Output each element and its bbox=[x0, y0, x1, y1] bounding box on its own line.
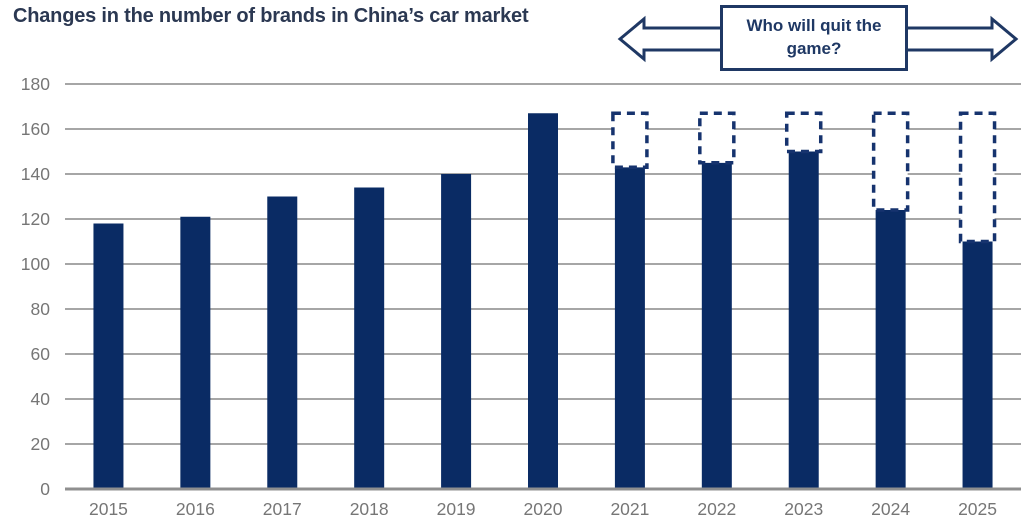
bar-2022 bbox=[701, 162, 732, 489]
bar-2025 bbox=[962, 241, 993, 489]
y-tick-label: 120 bbox=[21, 209, 50, 229]
y-tick-label: 40 bbox=[31, 389, 51, 409]
y-tick-label: 100 bbox=[21, 254, 50, 274]
bar-2023 bbox=[788, 151, 819, 489]
bar-2021 bbox=[614, 167, 645, 489]
y-tick-label: 80 bbox=[31, 299, 51, 319]
phantom-bar-outline-2025 bbox=[958, 111, 997, 244]
bar-2020 bbox=[528, 113, 558, 489]
x-tick-label: 2015 bbox=[89, 499, 128, 519]
chart-title: Changes in the number of brands in China… bbox=[13, 5, 529, 27]
phantom-bar-outline-2021 bbox=[611, 111, 649, 169]
bar-2019 bbox=[441, 174, 472, 489]
y-tick-label: 160 bbox=[21, 119, 50, 139]
x-tick-label: 2020 bbox=[524, 499, 563, 519]
bar-2016 bbox=[180, 216, 211, 489]
x-tick-label: 2021 bbox=[610, 499, 649, 519]
bar-2015 bbox=[93, 223, 124, 489]
y-tick-label: 140 bbox=[21, 164, 50, 184]
callout-box: Who will quit the game? bbox=[720, 5, 908, 71]
callout-text-line1: Who will quit the bbox=[746, 16, 882, 36]
x-tick-label: 2025 bbox=[958, 499, 997, 519]
quit-game-annotation: Who will quit the game? bbox=[612, 0, 1024, 80]
phantom-bar-outline-2023 bbox=[784, 111, 823, 154]
y-tick-label: 0 bbox=[40, 479, 50, 499]
y-tick-label: 180 bbox=[21, 74, 50, 94]
x-tick-label: 2022 bbox=[697, 499, 736, 519]
callout-text-line2: game? bbox=[786, 39, 842, 58]
phantom-bar-outline-2024 bbox=[871, 111, 910, 212]
bar-2024 bbox=[875, 210, 906, 489]
x-tick-label: 2018 bbox=[350, 499, 389, 519]
y-tick-label: 60 bbox=[31, 344, 51, 364]
bar-2018 bbox=[354, 187, 385, 489]
x-tick-label: 2024 bbox=[871, 499, 910, 519]
bar-2017 bbox=[267, 196, 298, 489]
x-tick-label: 2019 bbox=[437, 499, 476, 519]
phantom-bar-outline-2022 bbox=[698, 111, 736, 165]
x-tick-label: 2016 bbox=[176, 499, 215, 519]
x-tick-label: 2023 bbox=[784, 499, 823, 519]
x-tick-label: 2017 bbox=[263, 499, 302, 519]
y-tick-label: 20 bbox=[31, 434, 51, 454]
